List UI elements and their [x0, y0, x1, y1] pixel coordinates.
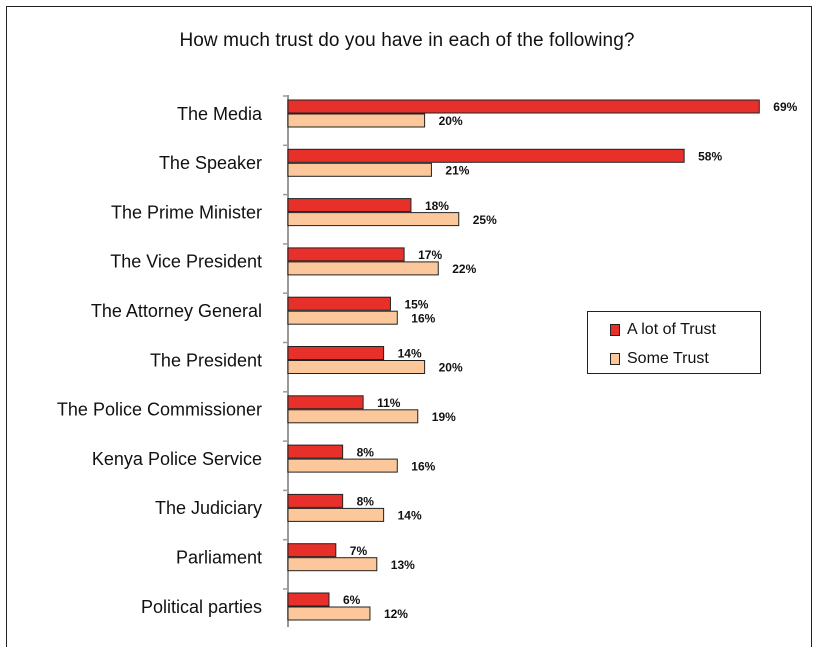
- legend-label: Some Trust: [627, 350, 709, 367]
- legend-swatch-some-trust: [610, 353, 620, 365]
- category-label-the-president: The President: [150, 350, 262, 370]
- bar-a-lot-of-trust-political-parties: [287, 592, 330, 607]
- data-label-some-trust-the-president: 20%: [439, 361, 463, 375]
- bar-a-lot-of-trust-the-vice-president: [287, 247, 405, 262]
- bar-some-trust-the-president: [287, 360, 426, 374]
- data-label-a-lot-of-trust-the-president: 14%: [398, 347, 422, 361]
- data-label-a-lot-of-trust-the-prime-minister: 18%: [425, 199, 449, 213]
- data-label-a-lot-of-trust-political-parties: 6%: [343, 593, 361, 607]
- category-label-parliament: Parliament: [176, 547, 262, 567]
- data-label-a-lot-of-trust-kenya-police-service: 8%: [357, 445, 375, 459]
- bar-some-trust-the-vice-president: [287, 261, 439, 276]
- bar-a-lot-of-trust-the-media: [287, 99, 760, 114]
- legend-label: A lot of Trust: [627, 321, 716, 338]
- data-label-some-trust-the-vice-president: 22%: [452, 262, 476, 276]
- category-label-the-police-commissioner: The Police Commissioner: [57, 400, 262, 420]
- bar-a-lot-of-trust-the-police-commissioner: [287, 395, 364, 410]
- data-label-some-trust-kenya-police-service: 16%: [411, 459, 435, 473]
- category-label-the-judiciary: The Judiciary: [155, 498, 262, 518]
- data-label-a-lot-of-trust-the-judiciary: 8%: [357, 495, 375, 509]
- category-label-kenya-police-service: Kenya Police Service: [92, 449, 262, 469]
- chart-legend: A lot of Trust Some Trust: [587, 311, 761, 374]
- data-label-some-trust-parliament: 13%: [391, 558, 415, 572]
- data-label-a-lot-of-trust-the-attorney-general: 15%: [404, 297, 428, 311]
- legend-item-a-lot-of-trust: A lot of Trust: [610, 320, 716, 340]
- bar-a-lot-of-trust-the-attorney-general: [287, 296, 391, 311]
- chart-title: How much trust do you have in each of th…: [179, 30, 635, 51]
- bar-some-trust-parliament: [287, 557, 378, 572]
- bar-a-lot-of-trust-the-speaker: [287, 148, 685, 163]
- bar-some-trust-the-judiciary: [287, 507, 385, 522]
- data-label-some-trust-the-judiciary: 14%: [398, 509, 422, 523]
- data-label-a-lot-of-trust-the-vice-president: 17%: [418, 248, 442, 262]
- bar-a-lot-of-trust-kenya-police-service: [287, 444, 344, 459]
- data-label-some-trust-the-media: 20%: [439, 114, 463, 128]
- bar-some-trust-the-speaker: [287, 162, 432, 177]
- legend-swatch-a-lot-of-trust: [610, 324, 620, 336]
- bar-some-trust-the-media: [287, 113, 426, 128]
- data-label-a-lot-of-trust-the-media: 69%: [773, 100, 797, 114]
- data-label-some-trust-political-parties: 12%: [384, 607, 408, 621]
- data-label-some-trust-the-speaker: 21%: [445, 163, 469, 177]
- bar-a-lot-of-trust-the-prime-minister: [287, 198, 412, 213]
- bar-a-lot-of-trust-the-president: [287, 346, 385, 360]
- category-label-political-parties: Political parties: [141, 597, 262, 617]
- bar-some-trust-the-prime-minister: [287, 212, 460, 227]
- data-label-some-trust-the-police-commissioner: 19%: [432, 410, 456, 424]
- bar-some-trust-political-parties: [287, 606, 371, 621]
- category-label-the-vice-president: The Vice President: [110, 252, 262, 272]
- data-label-some-trust-the-attorney-general: 16%: [411, 311, 435, 325]
- bar-a-lot-of-trust-parliament: [287, 543, 337, 558]
- bar-some-trust-the-attorney-general: [287, 310, 398, 325]
- bar-a-lot-of-trust-the-judiciary: [287, 493, 344, 508]
- category-label-the-media: The Media: [177, 104, 263, 124]
- category-label-the-attorney-general: The Attorney General: [91, 301, 262, 321]
- legend-item-some-trust: Some Trust: [610, 349, 709, 369]
- data-label-a-lot-of-trust-parliament: 7%: [350, 544, 368, 558]
- data-label-a-lot-of-trust-the-speaker: 58%: [698, 149, 722, 163]
- data-label-a-lot-of-trust-the-police-commissioner: 11%: [377, 396, 401, 410]
- data-label-some-trust-the-prime-minister: 25%: [473, 213, 497, 227]
- bar-some-trust-the-police-commissioner: [287, 409, 419, 424]
- category-label-the-prime-minister: The Prime Minister: [111, 202, 262, 222]
- bar-some-trust-kenya-police-service: [287, 458, 398, 473]
- category-label-the-speaker: The Speaker: [159, 153, 262, 173]
